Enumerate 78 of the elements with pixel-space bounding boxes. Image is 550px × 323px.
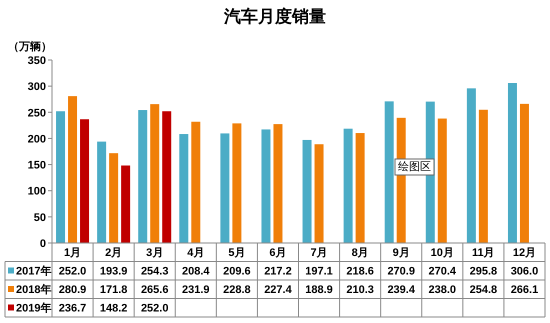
y-tick-label: 300 <box>28 81 46 94</box>
data-label: 210.3 <box>346 284 374 296</box>
bar <box>438 118 447 243</box>
y-tick-label: 200 <box>28 133 46 146</box>
data-label: 254.8 <box>470 284 498 296</box>
y-axis-title: （万辆） <box>8 40 52 53</box>
bar <box>162 111 172 243</box>
x-tick-label: 11月 <box>472 247 495 259</box>
bar <box>508 83 517 243</box>
bar <box>138 110 148 243</box>
x-tick-label: 6月 <box>269 247 287 259</box>
y-tick-label: 350 <box>28 55 46 67</box>
bar <box>384 101 394 243</box>
data-label: 171.8 <box>100 284 128 296</box>
bar <box>80 119 90 243</box>
x-tick-label: 2月 <box>105 247 122 259</box>
data-label: 252.0 <box>58 266 86 278</box>
bar <box>302 140 312 243</box>
x-tick-label: 4月 <box>187 247 204 259</box>
x-tick-label: 12月 <box>512 247 536 259</box>
bar <box>121 166 130 243</box>
data-label: 197.1 <box>305 266 333 278</box>
bar <box>220 133 230 243</box>
y-tick-label: 0 <box>40 238 46 250</box>
bar <box>273 124 282 243</box>
data-label: 270.4 <box>428 266 457 278</box>
bar <box>109 153 118 243</box>
bar <box>191 122 200 243</box>
y-tick-label: 50 <box>34 212 46 224</box>
data-label: 252.0 <box>140 302 168 314</box>
data-label: 238.0 <box>428 284 456 296</box>
bar <box>97 142 106 243</box>
bar <box>56 111 66 243</box>
bar <box>356 133 365 243</box>
legend-label: 2018年 <box>16 283 52 296</box>
x-tick-label: 1月 <box>64 247 82 259</box>
data-label: 208.4 <box>182 266 210 278</box>
x-tick-label: 10月 <box>430 247 454 259</box>
bar <box>68 96 78 243</box>
bar <box>520 104 529 243</box>
y-tick-label: 150 <box>28 160 46 172</box>
legend-label: 2019年 <box>16 302 52 314</box>
data-label: 254.3 <box>140 266 168 278</box>
data-label: 218.6 <box>346 266 374 278</box>
x-tick-label: 8月 <box>352 247 369 259</box>
data-label: 270.9 <box>387 266 415 278</box>
x-tick-label: 3月 <box>146 247 164 259</box>
data-label: 306.0 <box>510 266 538 278</box>
data-label: 231.9 <box>182 284 210 296</box>
x-tick-label: 9月 <box>392 247 410 259</box>
bar <box>232 123 242 243</box>
bar <box>344 128 353 243</box>
chart-title: 汽车月度销量 <box>223 7 326 26</box>
data-label: 193.9 <box>100 266 128 278</box>
data-label: 217.2 <box>264 266 292 278</box>
bar <box>478 110 488 243</box>
data-label: 148.2 <box>100 302 128 314</box>
data-label: 209.6 <box>223 266 251 278</box>
data-label: 295.8 <box>470 266 498 278</box>
bar <box>466 88 476 243</box>
x-tick-label: 7月 <box>310 247 328 259</box>
x-tick-label: 5月 <box>228 247 246 259</box>
bar <box>314 144 324 243</box>
annotation: 绘图区 <box>398 161 431 173</box>
bar <box>261 129 270 243</box>
data-label: 227.4 <box>264 284 293 296</box>
data-label: 266.1 <box>510 284 538 296</box>
bar <box>179 134 188 243</box>
data-label: 239.4 <box>387 284 416 296</box>
data-label: 228.8 <box>223 284 251 296</box>
data-label: 265.6 <box>140 284 168 296</box>
bar <box>150 104 160 243</box>
y-tick-label: 100 <box>28 186 46 198</box>
data-label: 280.9 <box>58 284 86 296</box>
data-label: 188.9 <box>305 284 333 296</box>
legend-label: 2017年 <box>16 264 52 278</box>
data-label: 236.7 <box>58 302 86 314</box>
y-tick-label: 250 <box>28 107 46 120</box>
